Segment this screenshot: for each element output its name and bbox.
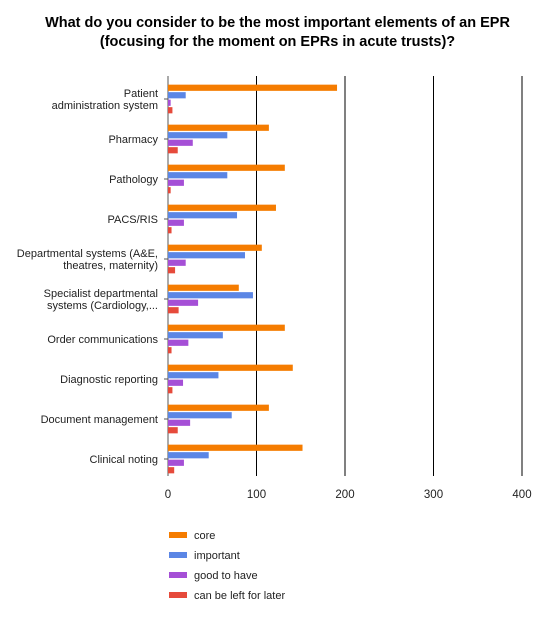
- bar-8-core: [168, 364, 293, 371]
- bar-1-core: [168, 84, 338, 91]
- category-label-10-line-1: Clinical noting: [90, 454, 158, 466]
- bar-5-good-to-have: [168, 259, 186, 266]
- bar-3-important: [168, 172, 228, 179]
- bar-8-good-to-have: [168, 379, 184, 386]
- bar-6-core: [168, 284, 239, 291]
- bar-10-important: [168, 452, 209, 459]
- x-tick-label-200: 200: [335, 489, 354, 501]
- legend-label-important: important: [194, 550, 240, 562]
- bar-5-important: [168, 252, 245, 259]
- bar-4-good-to-have: [168, 219, 184, 226]
- bar-9-important: [168, 412, 232, 419]
- bar-1-good-to-have: [168, 99, 171, 106]
- bar-9-can-be-left-for-later: [168, 427, 178, 434]
- bar-7-important: [168, 332, 223, 339]
- bar-1-can-be-left-for-later: [168, 107, 173, 114]
- x-tick-label-400: 400: [512, 489, 531, 501]
- bar-1-important: [168, 92, 186, 99]
- bar-6-good-to-have: [168, 299, 199, 306]
- bar-10-core: [168, 444, 303, 451]
- bar-7-good-to-have: [168, 339, 189, 346]
- legend-swatch-good-to-have: [169, 572, 187, 578]
- chart-title: What do you consider to be the most impo…: [0, 14, 555, 52]
- category-label-5-line-1: Departmental systems (A&E,: [17, 248, 158, 260]
- category-label-6-line-1: Specialist departmental: [44, 288, 158, 300]
- bar-10-can-be-left-for-later: [168, 467, 175, 474]
- category-label-8-line-1: Diagnostic reporting: [60, 374, 158, 386]
- bar-5-core: [168, 244, 262, 251]
- bar-5-can-be-left-for-later: [168, 267, 176, 274]
- category-label-9-line-1: Document management: [41, 414, 158, 426]
- legend-swatch-important: [169, 552, 187, 558]
- legend-label-core: core: [194, 530, 215, 542]
- bar-2-can-be-left-for-later: [168, 147, 178, 154]
- category-label-1-line-2: administration system: [52, 100, 158, 112]
- legend-swatch-core: [169, 532, 187, 538]
- bar-3-can-be-left-for-later: [168, 187, 171, 194]
- category-label-3-line-1: Pathology: [109, 174, 158, 186]
- bar-9-good-to-have: [168, 419, 191, 426]
- category-label-1-line-1: Patient: [124, 88, 158, 100]
- bar-7-core: [168, 324, 285, 331]
- bar-7-can-be-left-for-later: [168, 347, 172, 354]
- category-label-5-line-2: theatres, maternity): [63, 260, 158, 272]
- category-label-6-line-2: systems (Cardiology,...: [47, 300, 158, 312]
- bar-2-core: [168, 124, 269, 131]
- bar-3-good-to-have: [168, 179, 184, 186]
- bar-10-good-to-have: [168, 459, 184, 466]
- x-tick-label-300: 300: [424, 489, 443, 501]
- legend-swatch-can-be-left-for-later: [169, 592, 187, 598]
- legend-label-good-to-have: good to have: [194, 570, 258, 582]
- category-label-2-line-1: Pharmacy: [108, 134, 158, 146]
- bar-8-important: [168, 372, 219, 379]
- x-tick-label-100: 100: [247, 489, 266, 501]
- bar-8-can-be-left-for-later: [168, 387, 173, 394]
- bar-4-can-be-left-for-later: [168, 227, 172, 234]
- bar-9-core: [168, 404, 269, 411]
- bar-2-important: [168, 132, 228, 139]
- bar-3-core: [168, 164, 285, 171]
- bar-6-can-be-left-for-later: [168, 307, 179, 314]
- category-label-7-line-1: Order communications: [47, 334, 158, 346]
- chart-title-line-2: (focusing for the moment on EPRs in acut…: [99, 34, 456, 50]
- bar-2-good-to-have: [168, 139, 193, 146]
- x-tick-label-0: 0: [165, 489, 171, 501]
- bar-4-important: [168, 212, 238, 219]
- category-label-4-line-1: PACS/RIS: [107, 214, 158, 226]
- chart-title-line-1: What do you consider to be the most impo…: [45, 15, 510, 31]
- legend-label-can-be-left-for-later: can be left for later: [194, 590, 285, 602]
- bar-4-core: [168, 204, 276, 211]
- bar-6-important: [168, 292, 253, 299]
